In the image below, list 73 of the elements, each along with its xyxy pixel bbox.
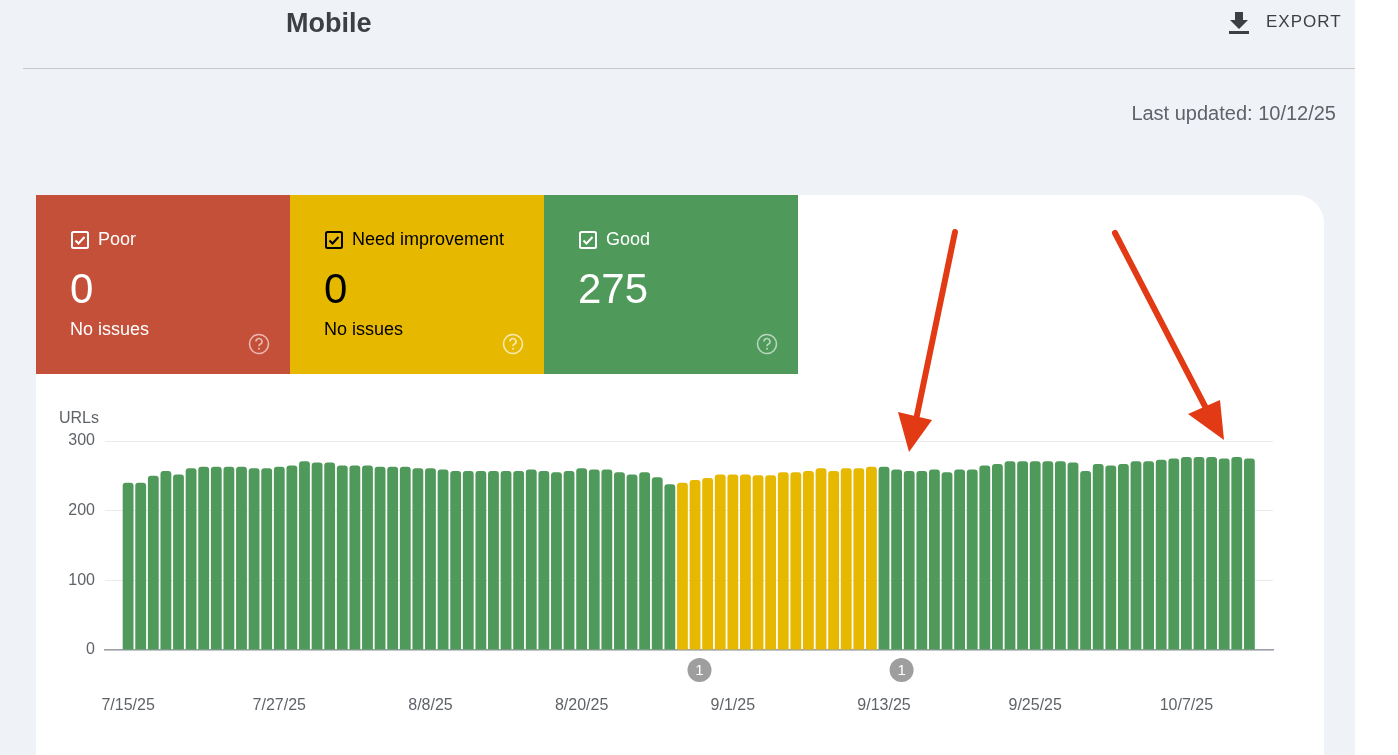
bar: [1017, 461, 1029, 650]
y-tick-label: 300: [68, 431, 96, 449]
bar: [551, 472, 562, 650]
bar: [450, 470, 462, 650]
bar: [488, 470, 499, 650]
bar: [866, 466, 877, 650]
text: EXPORT: [1266, 12, 1342, 32]
x-tick-label: 7/15/25: [101, 696, 155, 714]
bar: [1206, 457, 1217, 650]
bar: [702, 477, 714, 650]
bar: [362, 465, 373, 650]
bar: [1004, 461, 1016, 650]
bar: [1130, 461, 1142, 650]
bar: [437, 469, 449, 650]
y-tick-label: 200: [68, 501, 96, 519]
bar: [387, 466, 399, 650]
bar: [752, 475, 764, 650]
bar: [1067, 462, 1079, 650]
x-tick-label: 8/20/25: [554, 696, 609, 714]
bar: [563, 470, 575, 650]
bar: [689, 480, 701, 650]
bar: [1117, 463, 1129, 650]
bar: [639, 472, 651, 650]
bar: [576, 468, 588, 650]
x-tick-label: 10/7/25: [1159, 696, 1214, 714]
category-label: Poor: [98, 229, 137, 250]
bar: [1243, 458, 1255, 650]
text: 1: [897, 661, 906, 679]
bar: [626, 474, 638, 650]
bar: [928, 469, 940, 650]
bar: [803, 470, 814, 650]
bar: [425, 468, 436, 650]
bar: [815, 468, 827, 650]
bar: [941, 472, 953, 650]
text: No issues: [324, 319, 404, 339]
text: Mobile: [286, 8, 372, 39]
x-tick-label: 9/25/25: [1008, 696, 1062, 714]
bar: [236, 466, 247, 650]
bar: [173, 474, 184, 650]
x-tick-label: 8/8/25: [408, 696, 453, 714]
x-tick-label: 7/27/25: [252, 696, 307, 714]
bar: [740, 474, 751, 650]
text: Last updated: 10/12/25: [1131, 102, 1336, 125]
x-tick-label: 9/13/25: [857, 696, 911, 714]
bar: [677, 482, 688, 650]
bar: [299, 461, 310, 650]
bar: [765, 475, 777, 650]
bar: [1143, 461, 1155, 650]
data-label: 275: [578, 265, 649, 313]
category-label: Good: [606, 229, 651, 250]
bar: [1080, 470, 1092, 650]
bar: [991, 463, 1003, 650]
x-tick-label: 9/1/25: [710, 696, 756, 714]
bar: [878, 466, 890, 650]
y-tick-label: 0: [86, 640, 96, 658]
bar: [311, 462, 323, 650]
bar: [954, 469, 966, 650]
bar: [500, 470, 512, 650]
category-label: Need improvement: [352, 229, 505, 250]
bar: [324, 462, 336, 650]
y-tick-label: 100: [68, 570, 96, 588]
text: No issues: [70, 319, 150, 339]
bar: [1193, 457, 1205, 650]
y-axis-title: URLs: [59, 409, 100, 426]
bar: [513, 470, 525, 650]
bar: [374, 466, 386, 650]
bar: [1054, 461, 1066, 650]
bar: [828, 470, 840, 650]
text: 1: [695, 661, 704, 679]
bar: [891, 469, 903, 650]
bar: [614, 472, 625, 650]
data-label: 0: [324, 265, 348, 313]
bar: [1180, 457, 1192, 650]
